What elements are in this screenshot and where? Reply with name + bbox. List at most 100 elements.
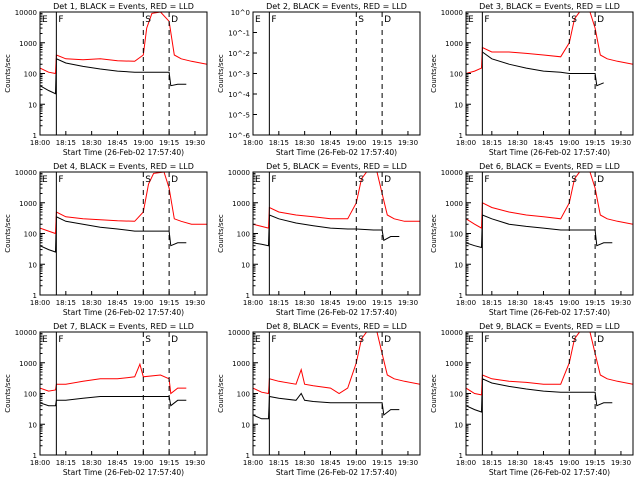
detector-panel-1: Det 1, BLACK = Events, RED = LLD E F S D 18:0… — [4, 2, 208, 157]
x-tick-label: 18:45 — [320, 299, 340, 307]
plot-area — [466, 12, 633, 87]
x-tick-label: 19:15 — [585, 459, 605, 467]
series-lld-line — [40, 172, 207, 235]
x-tick-label: 19:30 — [185, 299, 205, 307]
x-tick-label: 19:00 — [346, 299, 366, 307]
detector-panel-5: Det 5, BLACK = Events, RED = LLD E F S D 18:0… — [217, 162, 421, 317]
y-axis-label: Counts/sec — [4, 374, 12, 413]
plot-frame — [465, 171, 634, 296]
y-axis-label: Counts/sec — [430, 54, 438, 93]
x-tick-label: 19:00 — [559, 299, 579, 307]
y-tick-label: 10000 — [228, 169, 250, 177]
marker-label-f: F — [58, 175, 63, 185]
x-tick-label: 19:00 — [133, 139, 153, 147]
x-tick-label: 18:00 — [243, 299, 263, 307]
marker-label-d: D — [171, 175, 178, 185]
x-tick-label: 19:30 — [398, 139, 418, 147]
x-tick-label: 18:45 — [533, 139, 553, 147]
plot-frame — [465, 331, 634, 456]
y-tick-label: 100 — [450, 391, 463, 399]
y-tick-label: 10^-2 — [228, 50, 250, 58]
y-tick-label: 10000 — [441, 9, 463, 17]
marker-label-s: S — [358, 335, 364, 345]
marker-label-d: D — [171, 15, 178, 25]
x-axis-label: Start Time (26-Feb-02 17:57:40) — [276, 308, 397, 317]
panel-title: Det 9, BLACK = Events, RED = LLD — [479, 322, 620, 331]
y-tick-label: 10^-4 — [228, 91, 250, 99]
marker-label-d: D — [597, 175, 604, 185]
y-tick-label: 10^-1 — [228, 30, 250, 38]
series-lld-line — [253, 172, 420, 229]
x-tick-label: 19:15 — [159, 459, 179, 467]
series-events-line — [40, 216, 187, 253]
marker-label-f: F — [484, 15, 489, 25]
x-tick-label: 18:15 — [269, 139, 289, 147]
y-axis-label: Counts/sec — [4, 54, 12, 93]
y-tick-label: 10^-6 — [228, 132, 250, 140]
marker-label-s: S — [358, 175, 364, 185]
x-tick-label: 19:15 — [372, 299, 392, 307]
marker-label-e: E — [255, 15, 261, 25]
x-tick-label: 18:30 — [508, 459, 528, 467]
y-tick-label: 10 — [241, 421, 250, 429]
detector-panel-6: Det 6, BLACK = Events, RED = LLD E F S D 18:0… — [430, 162, 634, 317]
y-tick-label: 1 — [246, 292, 250, 300]
plot-frame — [252, 11, 421, 136]
x-tick-label: 19:30 — [398, 459, 418, 467]
panel-title: Det 1, BLACK = Events, RED = LLD — [53, 2, 194, 11]
plot-frame — [39, 331, 208, 456]
y-tick-label: 1 — [459, 292, 463, 300]
x-tick-label: 19:00 — [559, 139, 579, 147]
plot-frame — [252, 171, 421, 296]
marker-label-d: D — [384, 175, 391, 185]
x-tick-label: 18:00 — [243, 139, 263, 147]
series-lld-line — [40, 12, 207, 75]
x-tick-label: 19:00 — [559, 459, 579, 467]
x-tick-label: 19:30 — [611, 459, 631, 467]
x-tick-label: 18:30 — [295, 459, 315, 467]
x-tick-label: 18:15 — [482, 139, 502, 147]
marker-label-f: F — [271, 15, 276, 25]
x-tick-label: 18:30 — [82, 139, 102, 147]
x-tick-label: 18:15 — [56, 459, 76, 467]
marker-label-f: F — [58, 15, 63, 25]
x-tick-label: 19:30 — [611, 299, 631, 307]
detector-panel-3: Det 3, BLACK = Events, RED = LLD E F S D 18:0… — [430, 2, 634, 157]
x-tick-label: 18:45 — [107, 459, 127, 467]
y-tick-label: 10000 — [15, 9, 37, 17]
series-events-line — [466, 214, 613, 249]
marker-label-e: E — [42, 175, 48, 185]
plot-area — [466, 172, 633, 249]
x-tick-label: 18:15 — [269, 299, 289, 307]
y-tick-label: 10 — [28, 101, 37, 109]
x-tick-label: 19:00 — [133, 459, 153, 467]
x-tick-label: 18:45 — [107, 299, 127, 307]
marker-label-s: S — [145, 175, 151, 185]
series-lld-line — [466, 332, 633, 396]
marker-label-s: S — [571, 335, 577, 345]
detector-panel-4: Det 4, BLACK = Events, RED = LLD E F S D 18:0… — [4, 162, 208, 317]
marker-label-e: E — [255, 335, 261, 345]
x-tick-label: 18:00 — [30, 459, 50, 467]
y-tick-label: 10 — [28, 261, 37, 269]
y-axis-label: Counts/sec — [217, 214, 225, 253]
plot-frame — [39, 171, 208, 296]
x-axis-label: Start Time (26-Feb-02 17:57:40) — [489, 308, 610, 317]
y-tick-label: 1000 — [19, 40, 37, 48]
x-tick-label: 19:30 — [611, 139, 631, 147]
y-axis-label: Counts/sec — [217, 54, 225, 93]
x-tick-label: 18:45 — [320, 139, 340, 147]
plot-area — [40, 172, 207, 253]
marker-label-f: F — [484, 175, 489, 185]
x-tick-label: 18:15 — [56, 299, 76, 307]
x-tick-label: 19:00 — [346, 139, 366, 147]
series-lld-line — [253, 332, 420, 395]
series-lld-line — [466, 172, 633, 229]
marker-label-e: E — [255, 175, 261, 185]
x-tick-label: 19:00 — [346, 459, 366, 467]
plot-frame — [39, 11, 208, 136]
y-tick-label: 10 — [454, 101, 463, 109]
marker-label-s: S — [571, 175, 577, 185]
panel-title: Det 2, BLACK = Events, RED = LLD — [266, 2, 407, 11]
x-tick-label: 19:15 — [585, 139, 605, 147]
